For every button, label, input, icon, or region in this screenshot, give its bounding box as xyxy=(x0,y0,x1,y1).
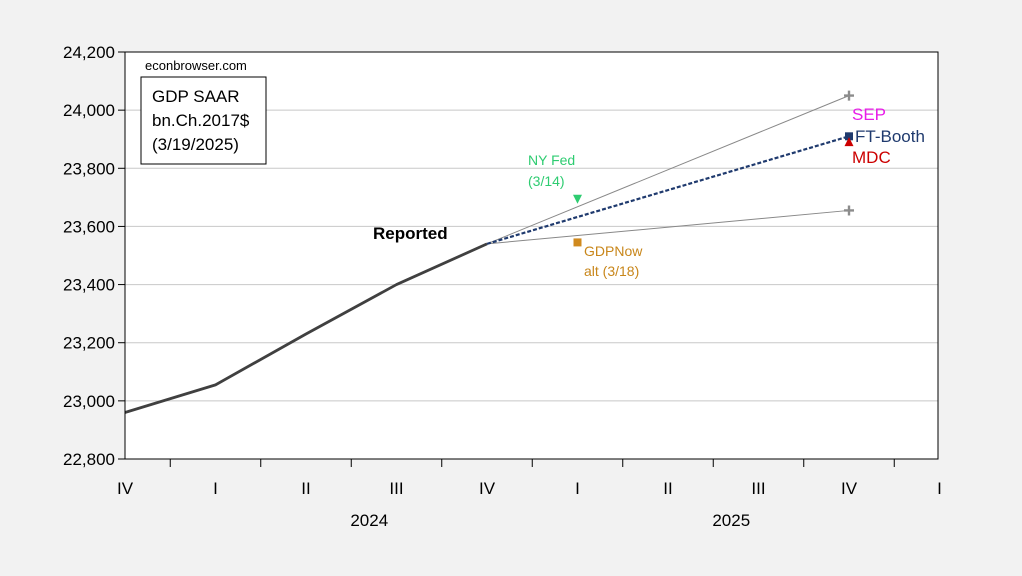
annotation-nyfed-line-2: (3/14) xyxy=(528,173,565,189)
annotation-gdpnow-line-1: GDPNow xyxy=(584,243,643,259)
x-quarter-label: II xyxy=(301,479,310,498)
legend-line-2: bn.Ch.2017$ xyxy=(152,111,250,130)
annotation-reported: Reported xyxy=(373,224,448,243)
point-ny-fed xyxy=(573,194,582,204)
y-tick-label: 24,000 xyxy=(63,101,115,120)
x-year-label: 2025 xyxy=(712,511,750,530)
y-tick-label: 24,200 xyxy=(63,43,115,62)
x-quarter-label: I xyxy=(213,479,218,498)
legend-line-3: (3/19/2025) xyxy=(152,135,239,154)
annotation-ftbooth: FT-Booth xyxy=(855,127,925,146)
annotation-mdc: MDC xyxy=(852,148,891,167)
x-quarter-label: II xyxy=(663,479,672,498)
x-quarter-label: IV xyxy=(841,479,858,498)
forecast-line-upper xyxy=(486,95,850,245)
reported-gdp-line xyxy=(124,242,488,414)
y-axis: 22,800 23,000 23,200 23,400 23,600 23,800 24,0… xyxy=(63,43,125,469)
x-quarter-label: IV xyxy=(479,479,496,498)
y-tick-label: 23,200 xyxy=(63,334,115,353)
legend-line-1: GDP SAAR xyxy=(152,87,240,106)
x-year-label: 2024 xyxy=(350,511,388,530)
watermark: econbrowser.com xyxy=(145,58,247,73)
point-sep-low xyxy=(844,205,854,216)
x-quarter-label: I xyxy=(937,479,942,498)
point-mdc xyxy=(844,137,854,147)
y-tick-label: 23,400 xyxy=(63,276,115,295)
x-quarter-label: III xyxy=(751,479,765,498)
point-gdpnow xyxy=(573,238,582,247)
x-quarter-label: III xyxy=(389,479,403,498)
plot-frame xyxy=(124,51,939,460)
point-ft-booth xyxy=(845,132,853,141)
point-sep xyxy=(844,90,854,101)
series-points xyxy=(573,90,854,247)
y-tick-label: 23,600 xyxy=(63,217,115,236)
y-tick-label: 23,000 xyxy=(63,392,115,411)
series-lines xyxy=(124,95,850,414)
forecast-line-ft-booth xyxy=(486,135,850,245)
legend-box xyxy=(140,76,267,165)
y-tick-label: 23,800 xyxy=(63,159,115,178)
x-quarter-label: I xyxy=(575,479,580,498)
grid-lines xyxy=(125,109,938,402)
y-tick-label: 22,800 xyxy=(63,450,115,469)
x-quarter-label: IV xyxy=(117,479,134,498)
forecast-line-lower xyxy=(486,209,850,245)
annotation-nyfed-line-1: NY Fed xyxy=(528,152,575,168)
annotation-sep: SEP xyxy=(852,105,886,124)
annotation-gdpnow-line-2: alt (3/18) xyxy=(584,263,639,279)
